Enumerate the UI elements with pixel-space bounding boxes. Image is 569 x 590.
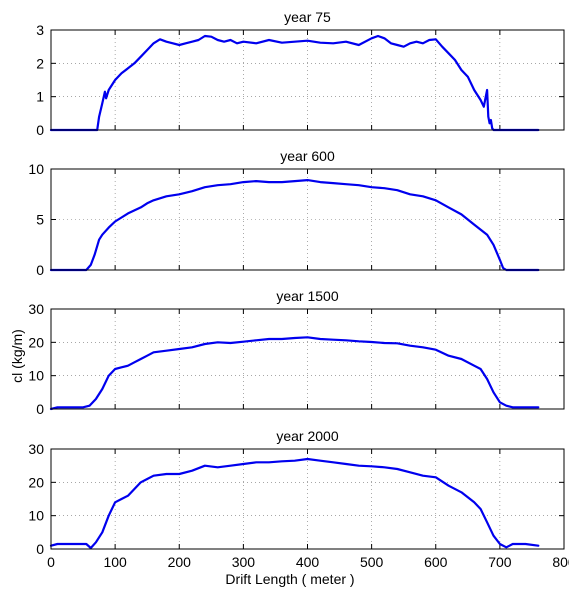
y-tick-label: 30 xyxy=(28,441,44,457)
x-tick-label: 400 xyxy=(296,554,320,570)
y-tick-label: 20 xyxy=(28,474,44,490)
series-line-1 xyxy=(49,336,540,411)
panel-2: 0 5 10 year 600 xyxy=(28,148,565,278)
x-tick-label: 600 xyxy=(424,554,448,570)
y-tick-label: 3 xyxy=(36,22,44,38)
y-tick-label: 10 xyxy=(28,161,44,177)
series-line-1 xyxy=(49,457,540,550)
x-axis-label: Drift Length ( meter ) xyxy=(225,571,354,587)
y-tick-label: 0 xyxy=(36,401,44,417)
panel-title: year 2000 xyxy=(276,428,338,444)
x-tick-label: 800 xyxy=(552,554,569,570)
x-tick-label: 500 xyxy=(360,554,384,570)
panel-title: year 75 xyxy=(284,9,331,25)
panel-1: 0 1 2 3 year 75 xyxy=(36,9,565,138)
plot-frame xyxy=(50,308,565,410)
y-axis-label: cl (kg/m) xyxy=(9,329,25,383)
y-tick-label: 20 xyxy=(28,334,44,350)
y-tick-label: 0 xyxy=(36,262,44,278)
panel-3: 0 10 20 30 year 1500 xyxy=(28,288,565,417)
x-tick-label: 300 xyxy=(232,554,256,570)
y-tick-label: 10 xyxy=(28,368,44,384)
y-tick-label: 1 xyxy=(36,89,44,105)
x-tick-label: 100 xyxy=(103,554,127,570)
plot-frame xyxy=(50,168,565,271)
panel-title: year 600 xyxy=(280,148,335,164)
x-tick-label: 700 xyxy=(488,554,512,570)
y-tick-label: 2 xyxy=(36,55,44,71)
panel-4: 01020300100200300400500600700800year 200… xyxy=(28,428,569,570)
x-tick-label: 0 xyxy=(47,554,55,570)
y-tick-label: 5 xyxy=(36,212,44,228)
y-tick-label: 10 xyxy=(28,508,44,524)
x-tick-label: 200 xyxy=(168,554,192,570)
series-line-1 xyxy=(49,179,540,272)
series-line-1 xyxy=(49,34,540,132)
y-tick-label: 30 xyxy=(28,301,44,317)
panel-title: year 1500 xyxy=(276,288,338,304)
y-tick-label: 0 xyxy=(36,541,44,557)
plot-frame xyxy=(50,29,565,131)
y-tick-label: 0 xyxy=(36,122,44,138)
plot-frame xyxy=(50,448,565,550)
